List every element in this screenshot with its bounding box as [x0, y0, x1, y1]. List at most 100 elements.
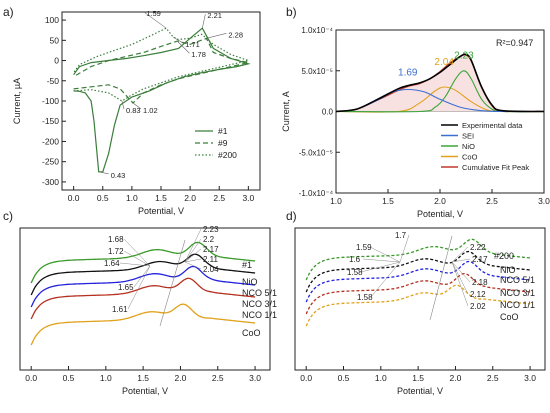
annotation-d: 1.7 [395, 231, 407, 240]
x-tick-label-c: 1.5 [137, 373, 149, 383]
series-label-d: NCO 1/1 [500, 300, 535, 310]
peak-label-b: 2.23 [454, 51, 474, 62]
fit-area-b [336, 54, 544, 112]
series-line-a-n1 [73, 27, 251, 173]
annotation-leader-d [399, 234, 410, 263]
x-axis-label-d: Potential, V [397, 386, 443, 396]
fit-curve-b [335, 70, 545, 113]
annotation-leader-d [451, 261, 471, 283]
x-tick-label-a: 3.0 [242, 193, 254, 203]
annotation-d: 1.58 [357, 293, 373, 302]
annotation-leader-c [133, 265, 151, 288]
x-tick-label-d: 1.5 [412, 373, 424, 383]
annotation-leader-a [121, 100, 125, 110]
annotation-leader-c [184, 228, 202, 263]
legend-label-b: SEI [462, 132, 474, 141]
annotation-c: 1.64 [104, 259, 120, 268]
x-tick-label-a: 0.0 [68, 193, 80, 203]
x-axis-label-a: Potential, V [138, 206, 184, 216]
annotation-leader-c [123, 238, 151, 267]
panel-label-d: d) [286, 209, 297, 223]
annotation-c: 2.04 [203, 265, 219, 274]
peak-trend-line-c [159, 239, 186, 327]
fit-curve-b [335, 53, 545, 113]
annotation-c: 2.11 [203, 255, 219, 264]
x-tick-label-c: 0.5 [63, 373, 75, 383]
annotation-leader-d [362, 258, 401, 263]
series-curve-c [30, 253, 256, 296]
x-tick-label-d: 3.0 [524, 373, 536, 383]
series-curve-d [305, 260, 531, 303]
annotation-leader-a [98, 171, 109, 175]
annotation-leader-d [369, 246, 401, 263]
series-curve-c [30, 277, 256, 320]
y-tick-label-b: 5.0x10⁻⁵ [301, 67, 333, 76]
annotation-leader-d [370, 261, 401, 298]
annotation-leader-d [451, 261, 469, 295]
annotation-leader-d [451, 246, 469, 263]
x-tick-label-c: 0.0 [25, 373, 37, 383]
y-axis-label-a: Current, µA [12, 78, 22, 124]
annotation-a: 1.78 [191, 50, 206, 59]
annotation-leader-c [127, 265, 151, 310]
series-label-d: NiO [500, 265, 516, 275]
legend-label-b: CoO [462, 153, 478, 162]
y-tick-label-a: 50 [50, 35, 60, 45]
y-tick-label-a: 100 [45, 15, 59, 25]
annotation-a: 1.71 [185, 40, 200, 49]
annotation-leader-d [360, 261, 401, 273]
y-axis-label-b: Current, A [281, 91, 291, 132]
annotation-c: 2.17 [203, 245, 219, 254]
annotation-leader-a [132, 102, 142, 110]
x-tick-label-d: 2.0 [450, 373, 462, 383]
y-tick-label-a: -50 [47, 76, 60, 86]
series-curve-d [305, 238, 531, 281]
series-curve-c [30, 241, 256, 284]
legend-label-a: #1 [218, 126, 228, 136]
x-tick-label-a: 1.0 [126, 193, 138, 203]
x-axis-label-c: Potential, V [122, 386, 168, 396]
x-tick-label-a: 2.5 [213, 193, 225, 203]
legend-label-b: NiO [462, 142, 475, 151]
annotation-a: 1.59 [146, 9, 161, 18]
cycle-tag-c: #1 [242, 260, 252, 270]
y-tick-label-a: 0 [54, 56, 59, 66]
x-tick-label-b: 2.5 [486, 196, 498, 206]
annotation-d: 1.59 [356, 243, 372, 252]
cycle-tag-d: #200 [494, 251, 514, 261]
annotation-leader-c [184, 258, 202, 263]
panel-label-a: a) [3, 5, 14, 19]
annotation-c: 2.23 [203, 225, 219, 234]
plot-frame-c [19, 227, 271, 371]
series-curve-d [305, 250, 531, 293]
annotation-c: 2.2 [203, 235, 215, 244]
series-label-c: CoO [242, 328, 261, 338]
y-tick-label-a: -300 [42, 177, 59, 187]
x-tick-label-b: 2.0 [434, 196, 446, 206]
panel-label-c: c) [3, 209, 13, 223]
series-line-a-n200 [73, 27, 251, 102]
annotation-leader-a [202, 14, 206, 29]
peak-label-b: 2.04 [434, 57, 454, 68]
annotation-leader-a [177, 40, 190, 54]
y-tick-label-a: -200 [42, 136, 59, 146]
x-tick-label-b: 1.0 [330, 196, 342, 206]
annotation-leader-a [144, 11, 167, 29]
panel-b: 1.0 1.5 2.0 2.5 3.0 1.0x10⁻⁴ 5.0x10⁻⁵ 0.0 -5.0x1… [281, 26, 550, 219]
legend-label-a: #200 [218, 150, 237, 160]
series-label-c: NCO 3/1 [242, 299, 277, 309]
series-line-a-n9 [73, 37, 249, 104]
series-label-d: NCO 5/1 [500, 275, 535, 285]
x-tick-label-a: 1.5 [155, 193, 167, 203]
annotation-a: 0.43 [111, 171, 126, 180]
annotation-d: 2.02 [470, 302, 486, 311]
annotation-a: 2.21 [207, 11, 222, 20]
annotation-c: 1.61 [112, 305, 128, 314]
annotation-c: 1.65 [118, 283, 134, 292]
r-squared-b: R²=0.947 [496, 38, 533, 48]
annotation-d: 2.17 [472, 255, 488, 264]
annotation-leader-a [173, 36, 184, 44]
